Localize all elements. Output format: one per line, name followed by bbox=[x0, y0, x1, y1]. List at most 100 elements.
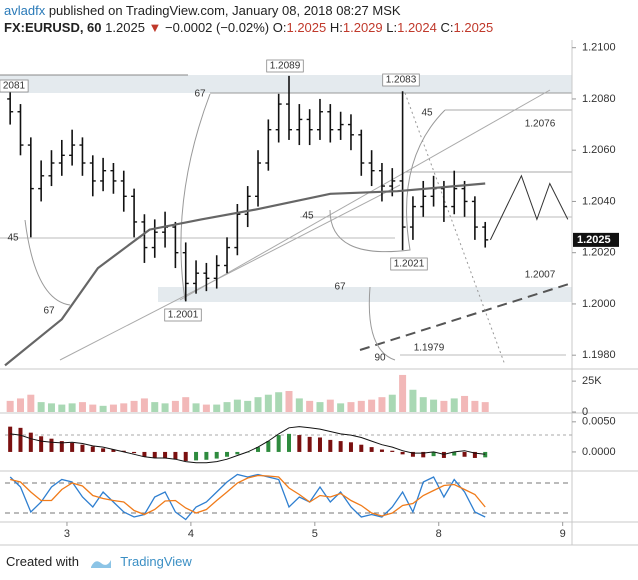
volume-bar bbox=[244, 400, 252, 412]
x-tick-label: 5 bbox=[312, 528, 318, 540]
ohlc-label: L: bbox=[386, 20, 398, 35]
macd-bar bbox=[276, 435, 281, 452]
volume-bar bbox=[120, 403, 128, 412]
price-label: 1.2021 bbox=[390, 257, 428, 271]
macd-bar bbox=[400, 451, 405, 455]
symbol[interactable]: FX:EURUSD, 60 bbox=[4, 20, 102, 35]
label-box bbox=[0, 79, 29, 93]
price: 1.2025 bbox=[105, 20, 145, 35]
price-label-text: 1.2021 bbox=[394, 259, 425, 270]
trend-line bbox=[59, 184, 401, 361]
price-label-text: 1.2089 bbox=[270, 61, 301, 72]
volume-bar bbox=[58, 404, 66, 412]
label-box bbox=[266, 59, 304, 73]
volume-bar bbox=[306, 400, 314, 412]
macd-bar bbox=[462, 451, 467, 457]
macd-bar bbox=[194, 451, 199, 461]
macd-bar bbox=[431, 451, 436, 457]
ohlc: O:1.2025 H:1.2029 L:1.2024 C:1.2025 bbox=[273, 20, 494, 35]
ohlc-label: O: bbox=[272, 20, 287, 35]
volume-bar bbox=[89, 404, 97, 412]
macd-bar bbox=[338, 441, 343, 452]
ohlc-value: 1.2029 bbox=[342, 20, 383, 35]
ohlc-label: C: bbox=[440, 20, 454, 35]
label-box bbox=[382, 73, 420, 87]
macd-bar bbox=[472, 451, 477, 458]
y-tick-label: 1.2060 bbox=[582, 144, 616, 156]
macd-bar bbox=[214, 451, 219, 459]
macd-bar bbox=[225, 451, 230, 457]
volume-bar bbox=[357, 400, 365, 412]
volume-bar bbox=[399, 374, 407, 412]
macd-bar bbox=[359, 444, 364, 452]
volume-bar bbox=[233, 399, 241, 412]
x-tick-label: 8 bbox=[436, 528, 442, 540]
volume-bar bbox=[202, 404, 210, 412]
macd-bar bbox=[410, 451, 415, 457]
volume-bar bbox=[450, 398, 458, 412]
ohlc-value: 1.2025 bbox=[453, 20, 494, 35]
y-tick-label: 25K bbox=[582, 375, 602, 387]
fib-arc bbox=[24, 219, 71, 306]
macd-bar bbox=[28, 432, 33, 452]
header-line: avladfx published on TradingView.com, Ja… bbox=[4, 2, 493, 19]
dashed-trend bbox=[359, 282, 573, 351]
ohlc-value: 1.2024 bbox=[397, 20, 437, 35]
fib-arc bbox=[180, 93, 211, 301]
label-box bbox=[390, 257, 428, 271]
macd-bar bbox=[152, 451, 157, 458]
logo[interactable] bbox=[89, 556, 113, 570]
author[interactable]: avladfx bbox=[4, 3, 46, 18]
macd-bar bbox=[287, 433, 291, 452]
macd-bar bbox=[183, 451, 188, 461]
volume-bar bbox=[368, 399, 376, 412]
price-label: 1.2007 bbox=[525, 270, 556, 281]
macd-bar bbox=[173, 451, 178, 460]
ohlc-label: H: bbox=[329, 20, 343, 35]
macd-bar bbox=[421, 451, 426, 458]
volume-bar bbox=[409, 389, 417, 412]
volume-bar bbox=[471, 400, 479, 412]
macd-bar bbox=[8, 426, 13, 452]
volume-bar bbox=[388, 394, 396, 412]
brand[interactable]: TradingView bbox=[120, 554, 192, 569]
macd-bar bbox=[348, 442, 353, 452]
price-label-text: 1.2076 bbox=[525, 119, 556, 130]
volume-bar bbox=[337, 403, 345, 412]
volume-bar bbox=[440, 400, 448, 412]
trend-line bbox=[179, 89, 551, 301]
volume-bar bbox=[316, 402, 324, 412]
macd-bar bbox=[452, 451, 457, 456]
y-tick-label: 0.0000 bbox=[582, 446, 616, 458]
price-label-text: 1.1979 bbox=[414, 343, 445, 354]
stoch-line bbox=[10, 474, 486, 517]
price-bars bbox=[7, 75, 489, 302]
current-price: 1.2025 bbox=[577, 234, 611, 246]
fib-label: 67 bbox=[194, 89, 206, 100]
fib-arc bbox=[329, 109, 446, 253]
volume-bar bbox=[378, 397, 386, 412]
price-label-text: 1.2007 bbox=[525, 270, 556, 281]
volume-bar bbox=[27, 394, 35, 412]
macd-bar bbox=[163, 451, 168, 459]
volume-bar bbox=[419, 397, 427, 412]
fib-label: 45 bbox=[421, 108, 433, 119]
macd-bar bbox=[266, 441, 271, 452]
macd-bar bbox=[328, 439, 333, 452]
macd-bar bbox=[101, 448, 106, 452]
macd-bar bbox=[142, 451, 147, 457]
x-tick-label: 3 bbox=[64, 528, 70, 540]
volume-bar bbox=[223, 402, 231, 412]
price-label-text: 1.2083 bbox=[386, 75, 417, 86]
x-tick-label: 4 bbox=[188, 528, 194, 540]
macd-bar bbox=[483, 451, 488, 458]
macd-bar bbox=[307, 436, 312, 452]
volume-bar bbox=[481, 402, 489, 412]
volume-bar bbox=[326, 399, 334, 412]
volume-bar bbox=[171, 400, 179, 412]
y-tick-label: 1.2100 bbox=[582, 42, 616, 54]
footer: Created with TradingView bbox=[6, 553, 192, 571]
y-tick-label: 1.2040 bbox=[582, 195, 616, 207]
